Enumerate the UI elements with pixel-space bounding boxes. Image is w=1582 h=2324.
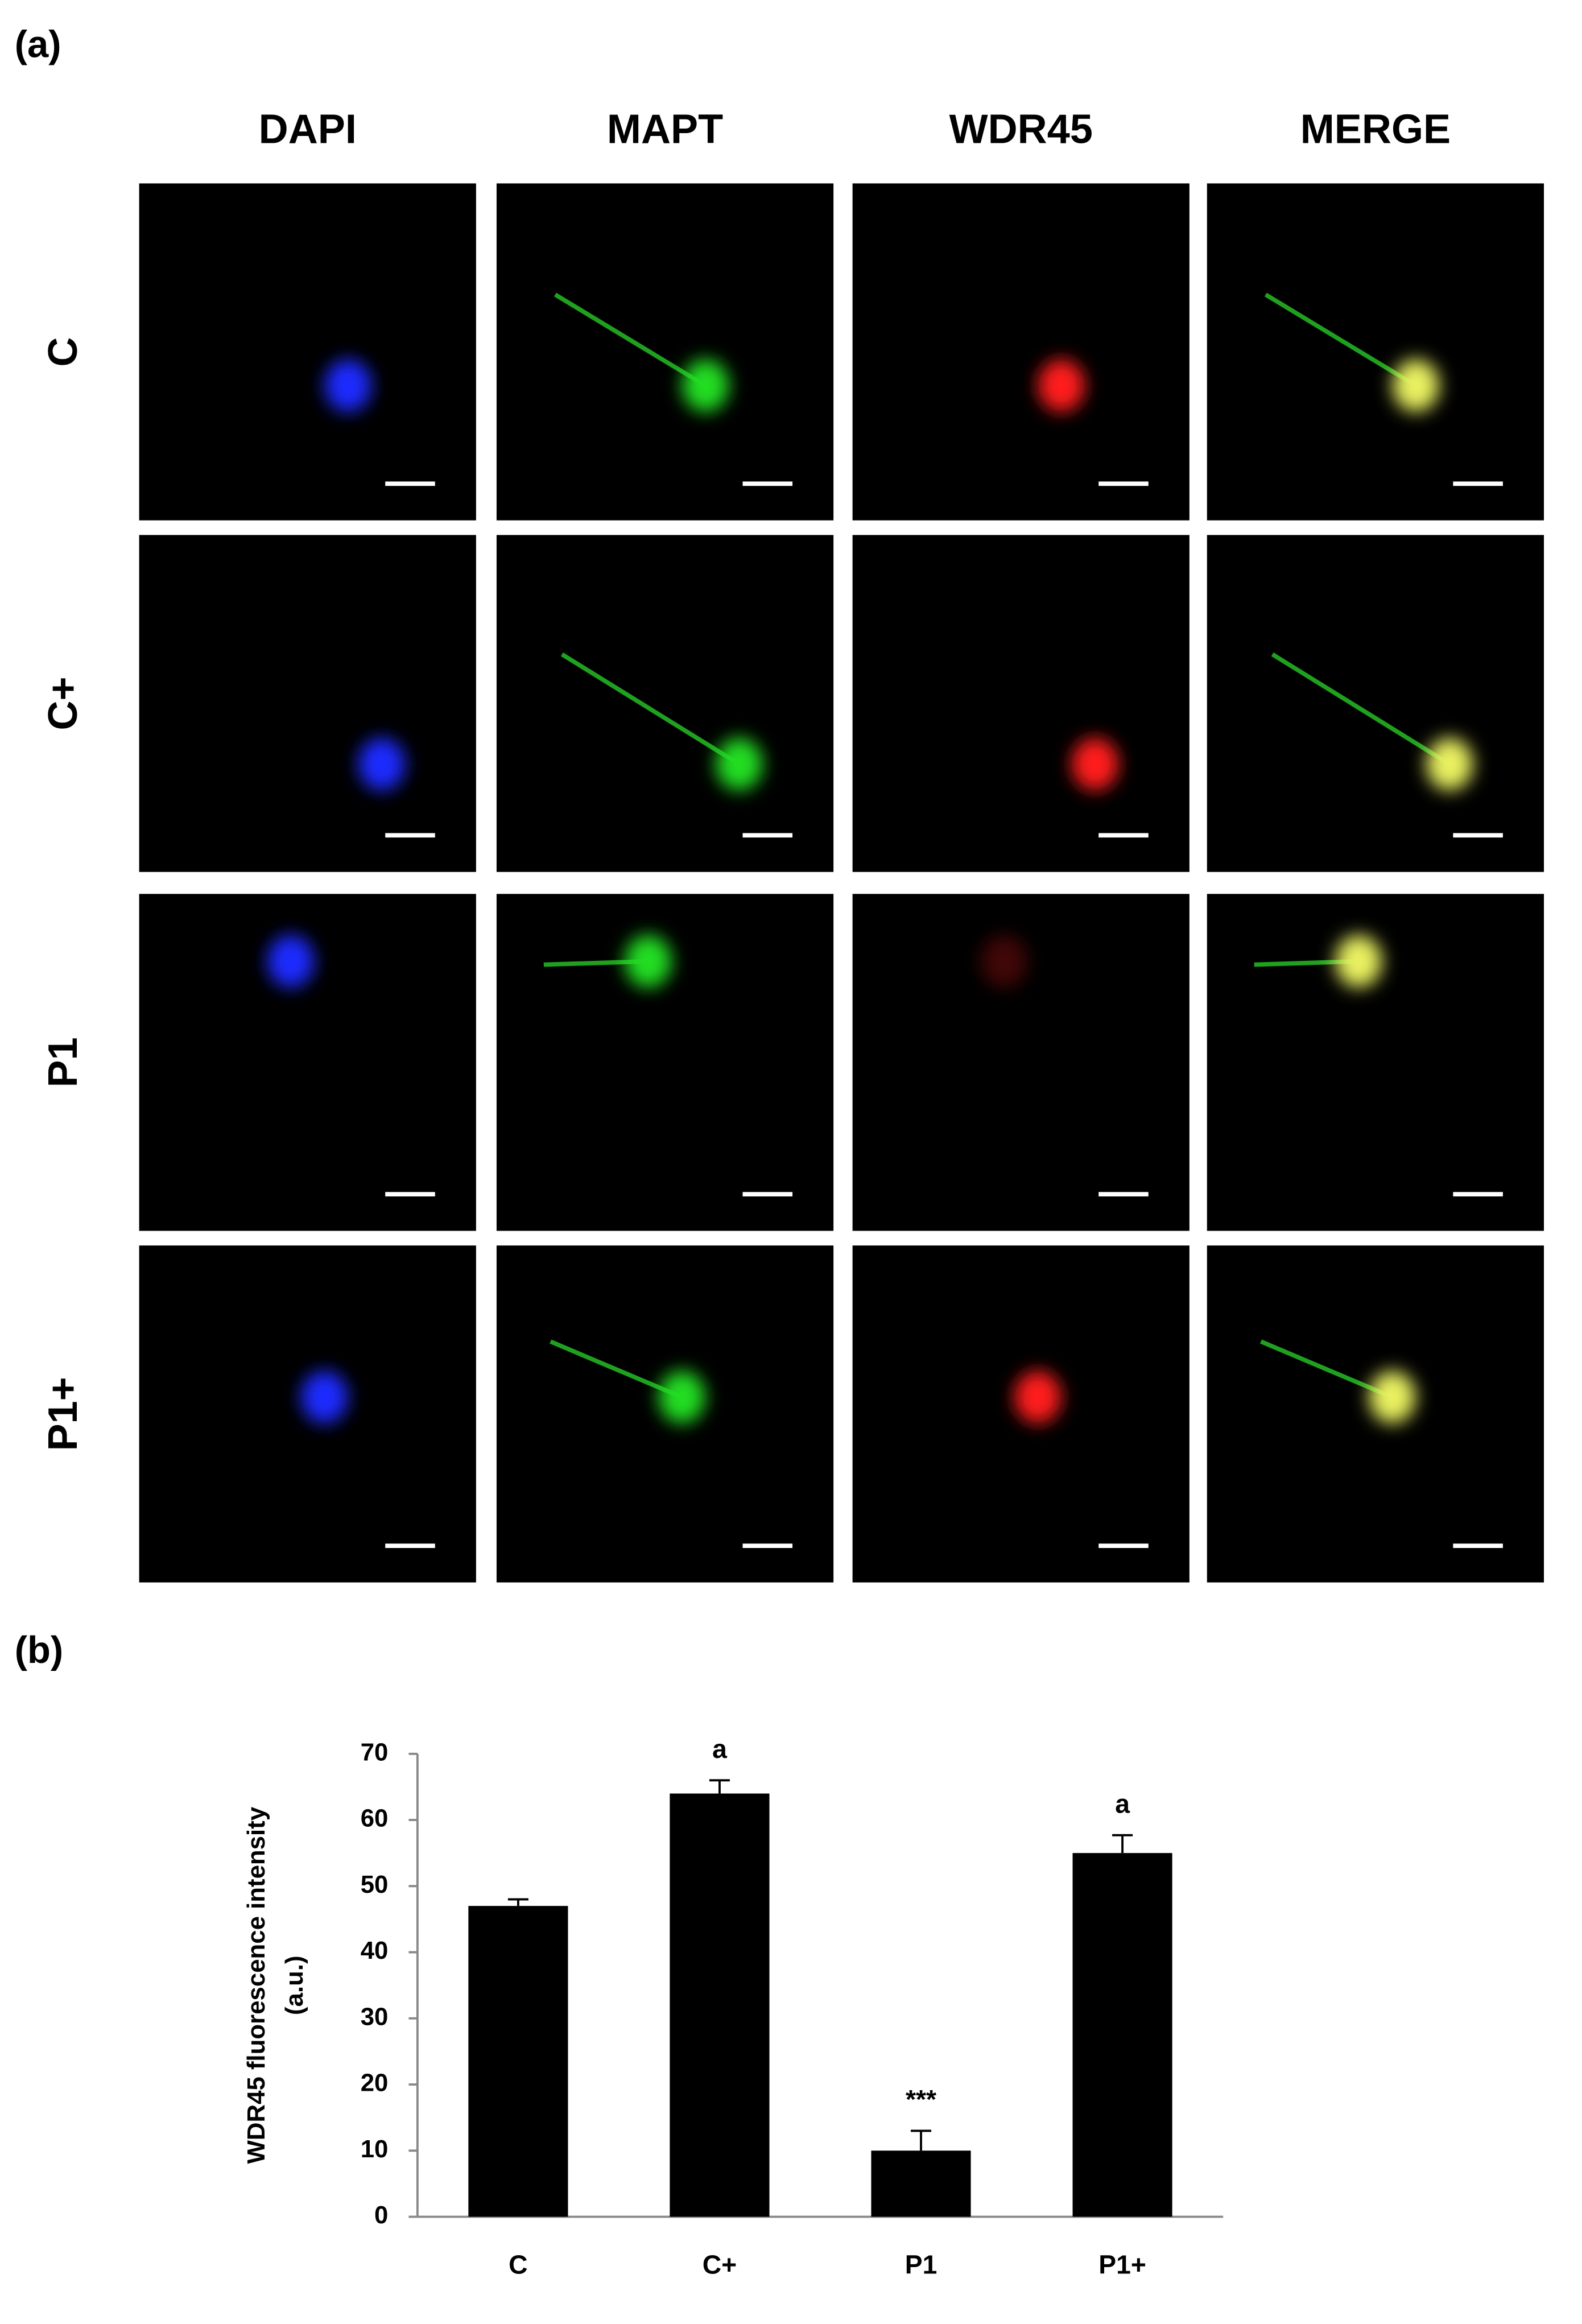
cell-body	[1335, 935, 1382, 988]
row-label: C+	[40, 676, 86, 730]
annotation: ***	[906, 2084, 936, 2114]
y-tick-label: 70	[361, 1738, 389, 1766]
cell-body	[1038, 359, 1085, 412]
micrograph	[139, 535, 476, 872]
micrograph	[496, 183, 834, 521]
y-axis-label: WDR45 fluorescence intensity (a.u.)	[242, 1806, 308, 2164]
annotation: a	[712, 1734, 728, 1764]
y-tick-label: 20	[361, 2069, 389, 2097]
cell-body	[1426, 737, 1473, 791]
column-header: DAPI	[259, 106, 357, 152]
y-axis-label-line: WDR45 fluorescence intensity	[242, 1806, 270, 2164]
cell-body	[301, 1371, 348, 1424]
cell-body	[980, 935, 1028, 988]
micrograph	[852, 535, 1189, 872]
error-bar	[709, 1779, 730, 1794]
cell-body	[716, 737, 763, 791]
bar	[670, 1793, 770, 2217]
micrograph	[852, 183, 1189, 521]
bar	[1072, 1853, 1172, 2217]
row-label: P1+	[40, 1377, 86, 1451]
column-header: MAPT	[607, 106, 723, 152]
y-tick-label: 50	[361, 1871, 389, 1898]
y-tick-label: 60	[361, 1805, 389, 1832]
panel-label: (b)	[15, 1629, 63, 1671]
y-tick-label: 40	[361, 1937, 389, 1964]
y-tick-label: 10	[361, 2135, 389, 2163]
x-tick-label: P1	[905, 2249, 937, 2279]
cell-body	[658, 1371, 705, 1424]
bar	[871, 2150, 971, 2217]
neurite	[554, 292, 707, 388]
cell-body	[358, 737, 406, 791]
x-tick-label: C+	[703, 2249, 737, 2279]
micrograph	[139, 183, 476, 521]
error-bar	[1112, 1834, 1133, 1854]
y-axis-label-line: (a.u.)	[280, 1955, 308, 2015]
panel-label: (a)	[15, 23, 61, 66]
y-tick-label: 30	[361, 2003, 389, 2030]
x-tick-label: P1+	[1098, 2249, 1146, 2279]
row-label: C	[40, 337, 86, 366]
micrograph	[1207, 183, 1544, 521]
cell-body	[1014, 1371, 1061, 1424]
error-bar	[507, 1898, 528, 1906]
cell-body	[681, 359, 729, 412]
row-label: P1	[40, 1037, 86, 1087]
neurite	[1271, 652, 1451, 766]
y-tick-label: 0	[374, 2201, 388, 2229]
neurite	[560, 652, 741, 766]
x-tick-label: C	[509, 2249, 527, 2279]
cell-body	[1369, 1371, 1416, 1424]
column-header: MERGE	[1300, 106, 1451, 152]
cell-body	[267, 935, 315, 988]
micrograph	[496, 535, 834, 872]
annotation: a	[1115, 1789, 1130, 1819]
bar	[468, 1906, 568, 2217]
micrograph	[1207, 535, 1544, 872]
error-bar	[911, 2129, 932, 2151]
cell-body	[324, 359, 372, 412]
cell-body	[625, 935, 672, 988]
cell-body	[1392, 359, 1440, 412]
cell-body	[1071, 737, 1119, 791]
column-header: WDR45	[949, 106, 1093, 152]
neurite	[1264, 292, 1417, 388]
